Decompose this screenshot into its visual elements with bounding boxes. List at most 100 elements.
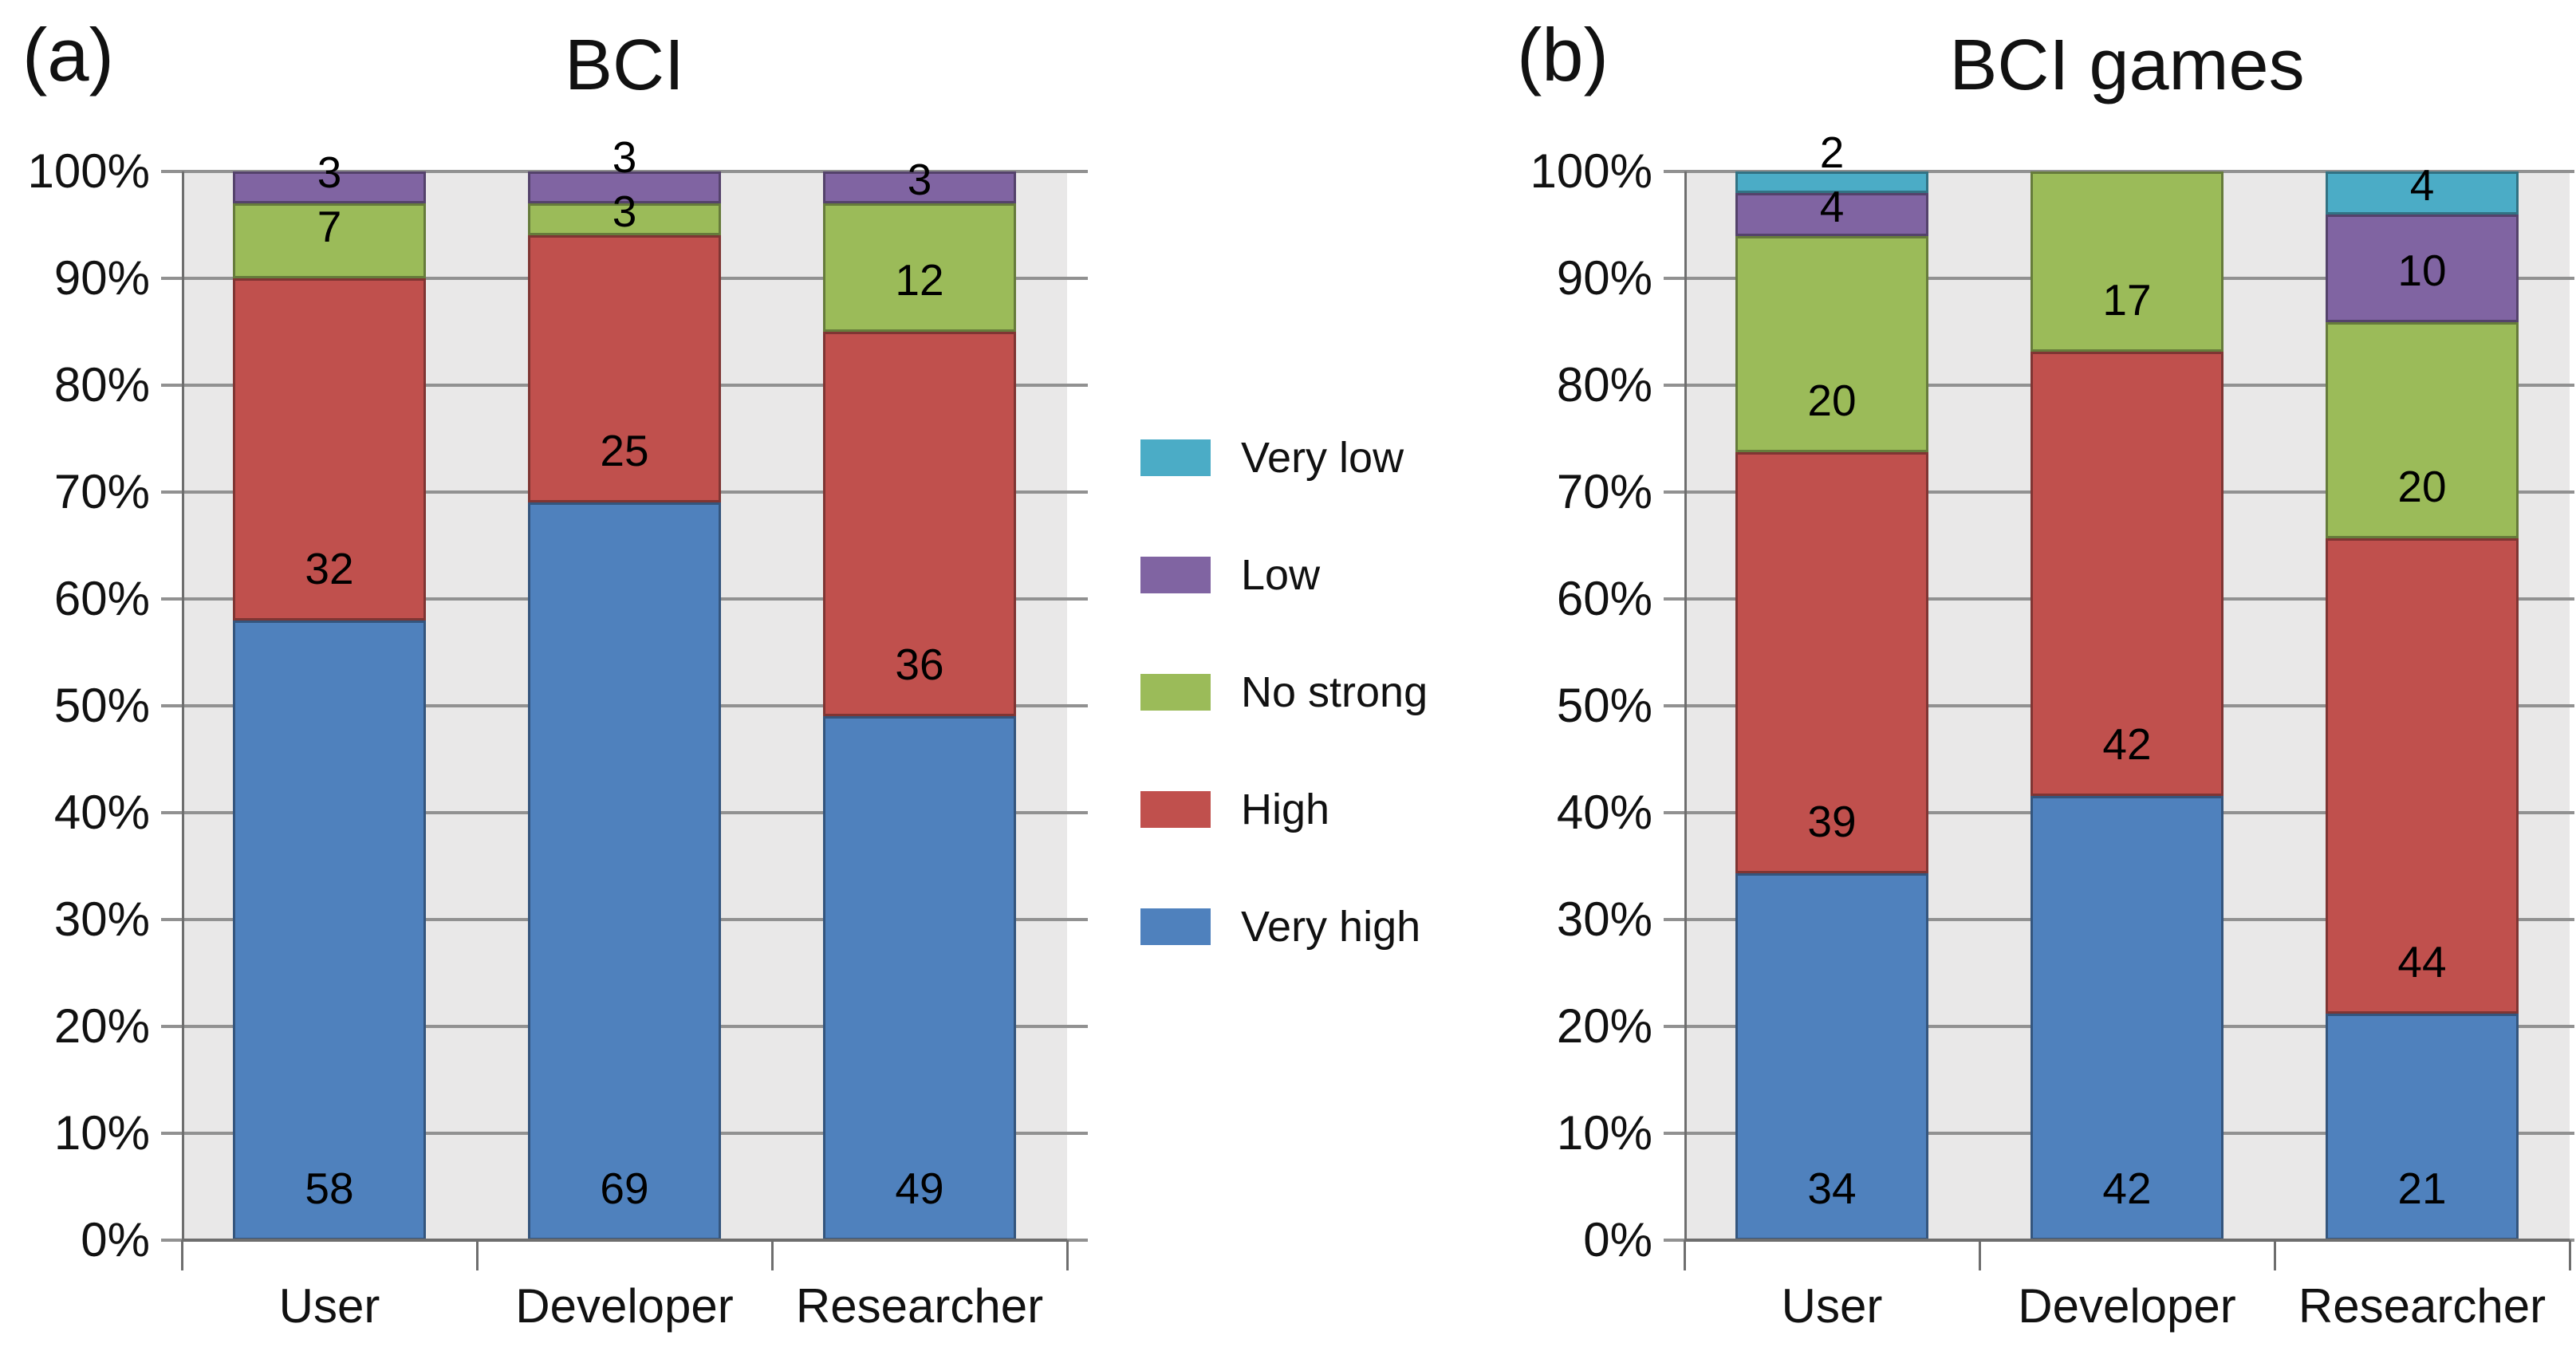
- value-label: 7: [317, 202, 342, 251]
- bar-segment-no-strong: [1735, 236, 1928, 452]
- bar-segment-very-high: [528, 502, 721, 1240]
- x-category-label: Researcher: [795, 1279, 1044, 1333]
- x-axis-tick: [476, 1240, 479, 1270]
- x-axis-tick: [771, 1240, 774, 1270]
- y-tick-label: 100%: [27, 144, 150, 198]
- y-tick-label: 0%: [1583, 1213, 1652, 1266]
- x-category-label: User: [1781, 1279, 1883, 1333]
- y-tick-label: 80%: [1556, 358, 1652, 412]
- y-tick-label: 40%: [1556, 786, 1652, 839]
- bar-segment-high: [2326, 538, 2519, 1014]
- bar-segment-no-strong: [528, 203, 721, 236]
- value-label: 20: [1807, 375, 1857, 425]
- value-label: 36: [895, 640, 944, 690]
- value-label: 69: [600, 1164, 649, 1213]
- bar-segment-low: [2326, 215, 2519, 323]
- y-axis-line: [1684, 171, 1687, 1240]
- value-label: 39: [1807, 796, 1857, 846]
- x-category-label: Researcher: [2298, 1279, 2546, 1333]
- chart-title-b: BCI games: [1949, 26, 2305, 105]
- x-category-label: User: [278, 1279, 380, 1333]
- chart-title-a: BCI: [564, 26, 685, 105]
- legend-label: Very low: [1241, 434, 1404, 482]
- bar-segment-high: [233, 278, 426, 620]
- value-label: 4: [1819, 182, 1845, 232]
- value-label: 44: [2397, 936, 2447, 987]
- legend-label: Very high: [1241, 903, 1421, 951]
- bar-segment-no-strong: [823, 203, 1016, 332]
- value-label: 25: [600, 426, 649, 476]
- value-label: 42: [2102, 1164, 2152, 1213]
- panel-label-b: (b): [1517, 13, 1609, 97]
- y-tick-label: 100%: [1530, 144, 1652, 198]
- bar-segment-low: [1735, 193, 1928, 237]
- y-axis-line: [182, 171, 184, 1240]
- y-tick-label: 70%: [1556, 465, 1652, 518]
- legend-item-no-strong: No strong: [1140, 671, 1428, 714]
- bar-segment-low: [233, 171, 426, 204]
- x-axis-tick: [181, 1240, 183, 1270]
- bar-segment-very-high: [823, 716, 1016, 1240]
- y-tick-label: 10%: [1556, 1106, 1652, 1160]
- x-category-label: Developer: [515, 1279, 734, 1333]
- value-label: 3: [317, 148, 342, 197]
- legend-item-low: Low: [1140, 553, 1320, 597]
- value-label: 32: [305, 543, 354, 593]
- legend-swatch-no-strong: [1140, 674, 1211, 711]
- y-tick-label: 20%: [53, 999, 150, 1053]
- y-tick-label: 10%: [53, 1106, 150, 1160]
- bar-segment-very-high: [2030, 795, 2223, 1240]
- x-axis-tick: [1684, 1240, 1686, 1270]
- bar-segment-very-low: [1735, 171, 1928, 194]
- legend-item-high: High: [1140, 788, 1329, 831]
- x-axis-tick: [2569, 1240, 2571, 1270]
- y-tick-label: 80%: [53, 358, 150, 412]
- y-tick-label: 60%: [1556, 572, 1652, 625]
- x-axis-tick: [1979, 1240, 1981, 1270]
- bar-segment-no-strong: [2326, 322, 2519, 539]
- y-tick-label: 70%: [53, 465, 150, 518]
- bar-segment-very-high: [233, 620, 426, 1240]
- value-label: 17: [2102, 274, 2152, 325]
- bar-segment-high: [823, 332, 1016, 717]
- x-axis-line: [1684, 1239, 2570, 1242]
- legend-label: Low: [1241, 551, 1321, 599]
- x-axis-tick: [1066, 1240, 1069, 1270]
- legend-swatch-very-high: [1140, 908, 1211, 945]
- y-tick-label: 90%: [1556, 251, 1652, 305]
- value-label: 2: [1819, 128, 1845, 178]
- bar-segment-high: [2030, 351, 2223, 796]
- bar-segment-low: [823, 171, 1016, 204]
- bar-segment-low: [528, 171, 721, 204]
- value-label: 34: [1807, 1164, 1857, 1213]
- x-axis-line: [182, 1239, 1067, 1242]
- legend-swatch-high: [1140, 791, 1211, 828]
- value-label: 4: [2409, 160, 2435, 211]
- y-tick-label: 50%: [1556, 679, 1652, 732]
- y-tick-label: 60%: [53, 572, 150, 625]
- value-label: 42: [2102, 719, 2152, 769]
- x-category-label: Developer: [2018, 1279, 2236, 1333]
- bar-segment-high: [1735, 451, 1928, 873]
- value-label: 58: [305, 1164, 354, 1213]
- value-label: 20: [2397, 462, 2447, 512]
- bar-segment-no-strong: [233, 203, 426, 278]
- value-label: 49: [895, 1164, 944, 1213]
- legend-item-very-low: Very low: [1140, 434, 1404, 482]
- value-label: 21: [2397, 1164, 2447, 1213]
- panel-label-a: (a): [22, 13, 114, 97]
- value-label: 10: [2397, 246, 2447, 296]
- legend-swatch-low: [1140, 557, 1211, 593]
- value-label: 3: [907, 155, 932, 205]
- bar-segment-high: [528, 235, 721, 503]
- y-tick-label: 30%: [1556, 892, 1652, 946]
- legend-swatch-very-low: [1140, 439, 1211, 476]
- x-axis-tick: [2274, 1240, 2276, 1270]
- y-tick-label: 20%: [1556, 999, 1652, 1053]
- y-tick-label: 50%: [53, 679, 150, 732]
- y-tick-label: 40%: [53, 786, 150, 839]
- bar-segment-very-low: [2326, 171, 2519, 215]
- value-label: 3: [612, 187, 637, 237]
- y-tick-label: 90%: [53, 251, 150, 305]
